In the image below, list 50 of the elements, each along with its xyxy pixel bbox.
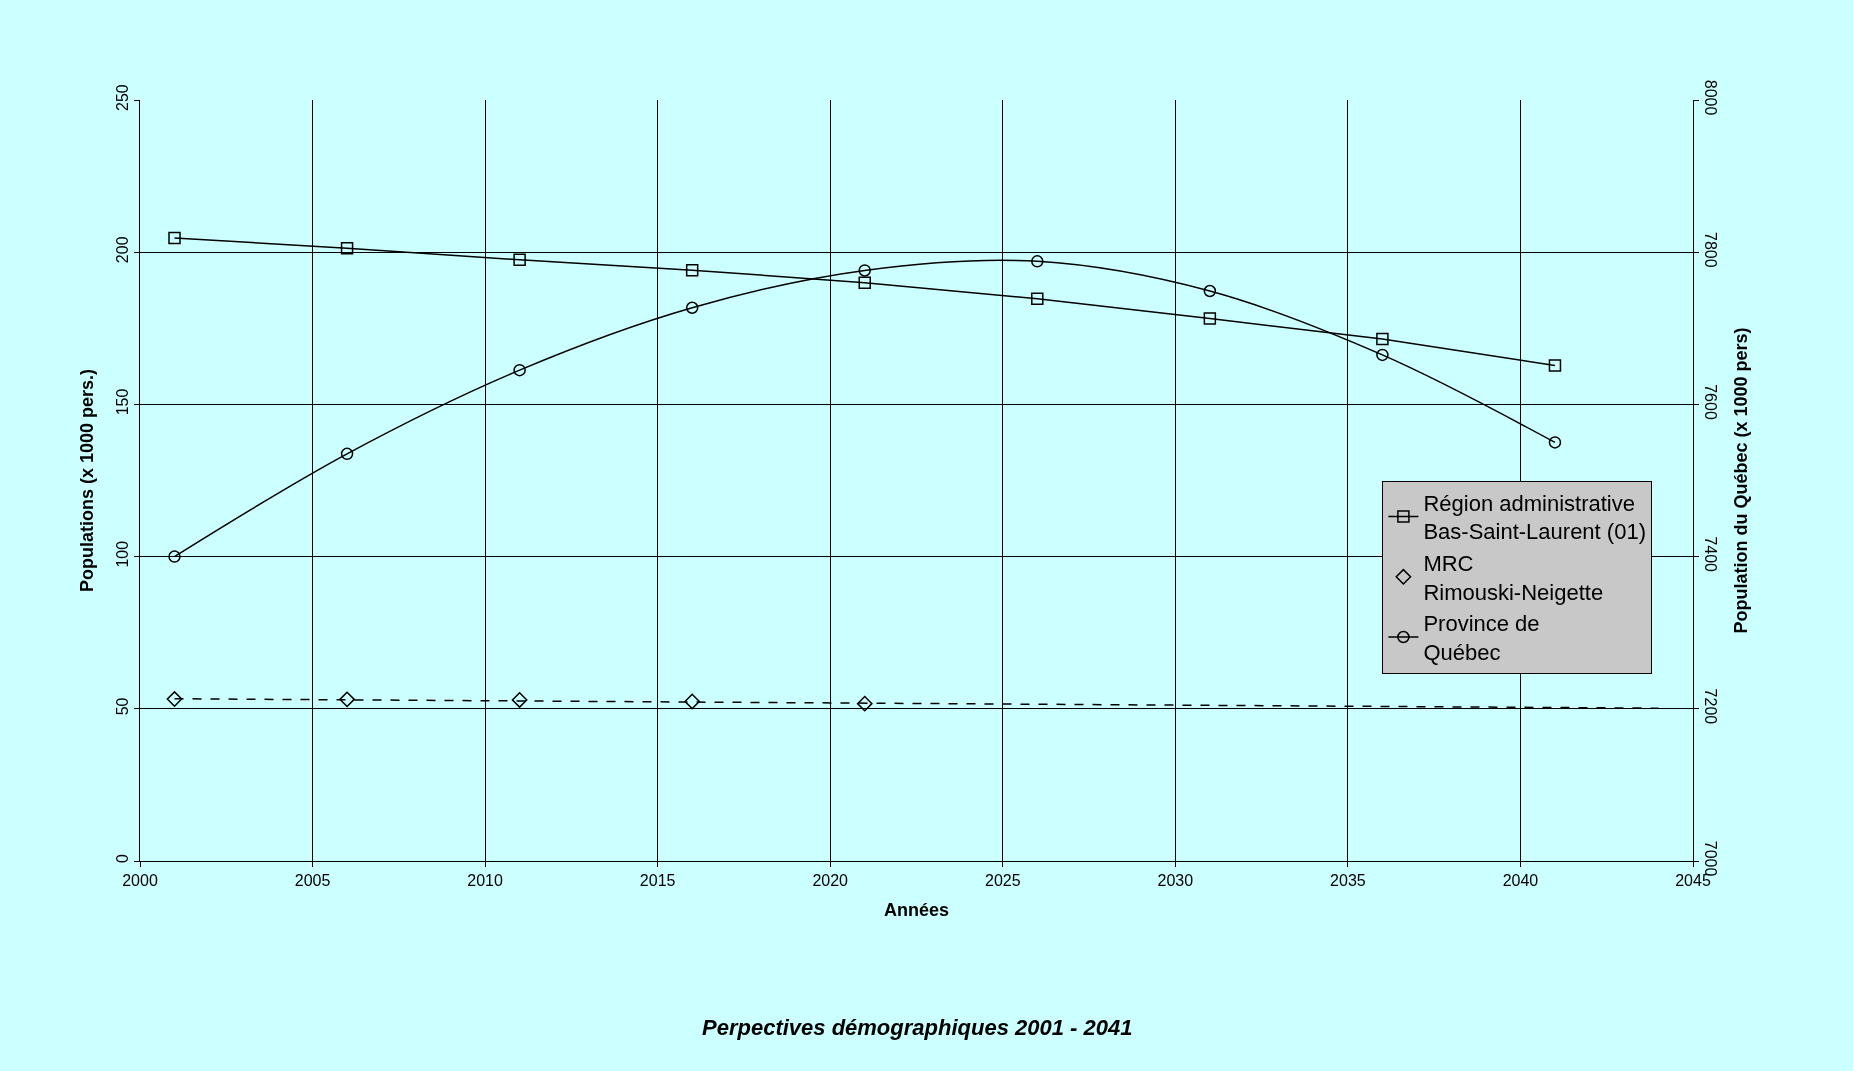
point	[339, 691, 355, 708]
point	[168, 550, 181, 563]
legend-label: MRC Rimouski-Neigette	[1423, 551, 1604, 605]
x-tick-label: 2025	[984, 872, 1021, 890]
point	[1031, 292, 1044, 306]
point	[858, 276, 871, 289]
x-tick-label: 2000	[122, 872, 158, 890]
y-tick-label: 200	[113, 236, 131, 264]
x-tick-label: 2005	[294, 872, 331, 890]
y2-tick-label: 7400	[1702, 536, 1720, 573]
y2-tick-label: 8000	[1702, 79, 1720, 116]
x-tick-label: 2020	[812, 872, 849, 890]
point	[168, 231, 181, 245]
text: Perpectives démographiques 2001 - 2041	[702, 1015, 1133, 1040]
y2-tick-label: 7800	[1702, 232, 1720, 268]
point	[1203, 312, 1217, 325]
point	[1203, 284, 1217, 298]
point	[856, 695, 873, 712]
point	[166, 691, 183, 707]
point	[511, 692, 528, 708]
y-tick-label: 150	[113, 388, 131, 416]
x-axis-title: Années	[883, 900, 950, 921]
y-tick-label: 100	[113, 540, 131, 568]
y-tick-label: 50	[113, 697, 131, 716]
point	[1031, 255, 1044, 268]
point	[513, 253, 526, 267]
point	[1376, 348, 1389, 362]
point	[1376, 332, 1389, 346]
point	[685, 263, 699, 277]
x-tick-label: 2010	[467, 872, 504, 890]
x-tick-label: 2030	[1157, 872, 1194, 890]
x-tick-label: 2035	[1330, 872, 1366, 890]
point	[685, 301, 699, 314]
x-tick-label: 2015	[639, 872, 676, 890]
y-tick-label: 0	[113, 854, 131, 864]
legend-label: Région administrative Bas-Saint-Laurent (01)	[1423, 490, 1646, 545]
x-tick-label: 2040	[1502, 872, 1539, 890]
point	[1548, 436, 1562, 449]
y2-tick-label: 7600	[1702, 384, 1720, 420]
point	[513, 363, 526, 377]
point	[684, 693, 701, 710]
point	[340, 241, 354, 255]
point	[858, 264, 871, 277]
point	[340, 447, 354, 461]
y2-axis-title: Population du Québec (x 1000 pers)	[1730, 327, 1751, 634]
legend-label: Province de Québec	[1423, 611, 1540, 665]
y-axis-title: Populations (x 1000 pers.)	[76, 368, 97, 593]
y-tick-label: 250	[113, 84, 131, 111]
y2-tick-label: 7200	[1702, 688, 1720, 725]
point	[1548, 359, 1562, 372]
